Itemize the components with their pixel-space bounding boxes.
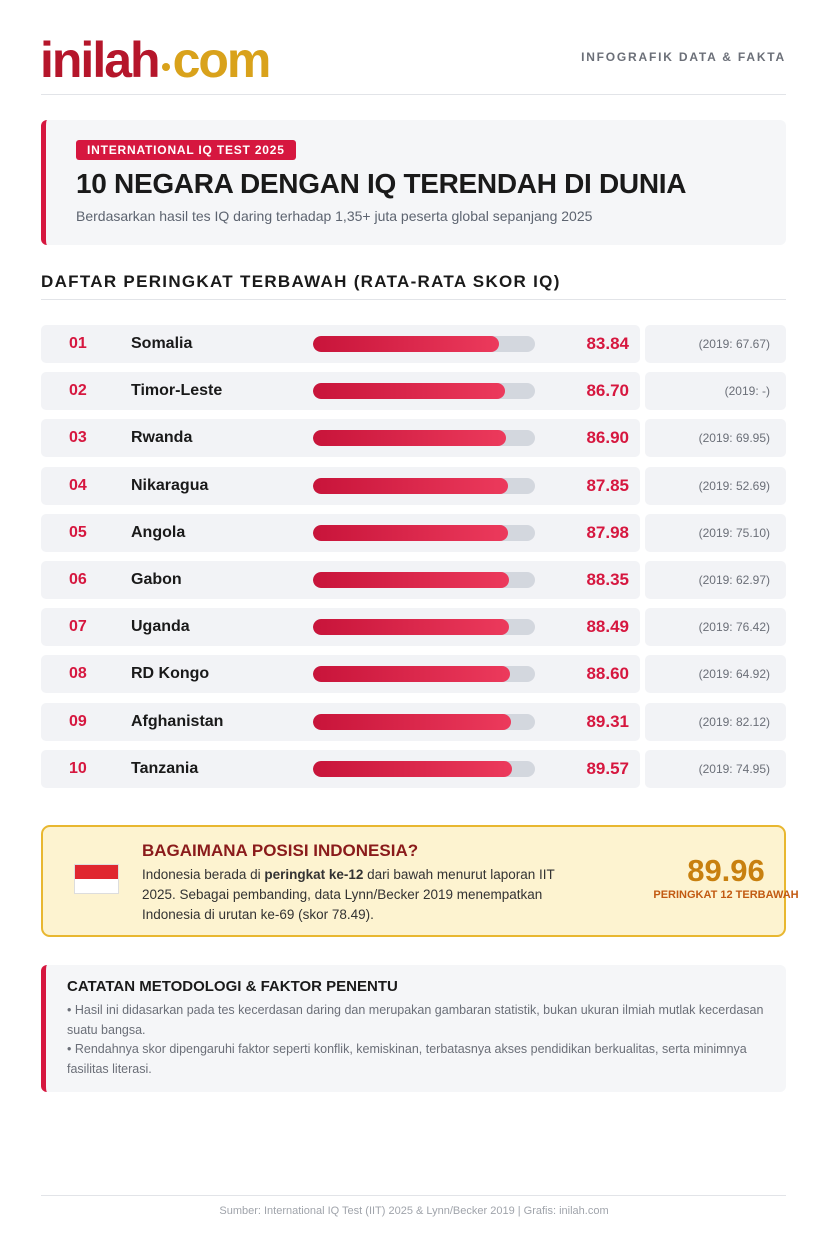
rank-row: 04 Nikaragua 87.85 — [41, 466, 640, 505]
rank: 01 — [69, 335, 87, 352]
score: 87.85 — [586, 475, 629, 495]
bar — [313, 336, 500, 352]
country: Timor-Leste — [131, 382, 223, 400]
rank: 08 — [69, 665, 87, 683]
rank: 04 — [69, 476, 87, 494]
bar — [313, 666, 510, 683]
note-item: Rendahnya skor dipengaruhi faktor sepert… — [67, 1040, 767, 1079]
score-caption: PERINGKAT 12 TERBAWAH — [653, 889, 799, 901]
previous-score: (2019: 62.97) — [645, 561, 786, 599]
header-tag: INFOGRAFIK DATA & FAKTA — [581, 50, 786, 64]
bar-track — [313, 572, 535, 588]
country: Uganda — [131, 618, 190, 636]
bar — [313, 524, 509, 541]
notes-title: CATATAN METODOLOGI & FAKTOR PENENTU — [67, 978, 398, 995]
divider — [41, 299, 786, 300]
score: 88.35 — [586, 570, 629, 589]
bar-track — [313, 713, 535, 730]
bar — [313, 760, 512, 777]
rank: 03 — [69, 429, 87, 447]
previous-score: (2019: 76.42) — [645, 608, 786, 647]
score: 86.90 — [586, 428, 629, 448]
country: Tanzania — [131, 759, 199, 777]
bar — [313, 383, 506, 400]
rank-row: 03 Rwanda 86.90 — [41, 419, 640, 458]
title: 10 NEGARA DENGAN IQ TERENDAH DI DUNIA — [76, 168, 687, 199]
badge: INTERNATIONAL IQ TEST 2025 — [76, 140, 296, 160]
rank: 10 — [69, 759, 87, 777]
rank: 02 — [69, 382, 87, 400]
score: 89.96 — [687, 853, 765, 888]
bar — [313, 713, 512, 730]
bar-track — [313, 619, 535, 636]
rank: 06 — [69, 571, 87, 588]
previous-score: (2019: 67.67) — [645, 325, 786, 363]
score: 86.70 — [586, 381, 629, 401]
country: Gabon — [131, 571, 182, 588]
subtitle: Berdasarkan hasil tes IQ daring terhadap… — [76, 208, 593, 224]
bar — [313, 572, 510, 588]
notes-list: Hasil ini didasarkan pada tes kecerdasan… — [67, 1001, 767, 1079]
bar — [313, 619, 510, 636]
text-bold: peringkat ke-12 — [264, 867, 364, 882]
flag — [74, 864, 119, 894]
previous-score: (2019: 64.92) — [645, 655, 786, 694]
rank: 09 — [69, 712, 87, 730]
divider — [41, 1195, 786, 1196]
box-title: BAGAIMANA POSISI INDONESIA? — [142, 841, 419, 860]
rank-row: 09 Afghanistan 89.31 — [41, 702, 640, 741]
country: Angola — [131, 523, 186, 541]
rank-row: 08 RD Kongo 88.60 — [41, 655, 640, 694]
rank-row: 06 Gabon 88.35 — [41, 561, 640, 599]
bar-track — [313, 477, 535, 494]
country: Nikaragua — [131, 476, 209, 494]
rank-row: 05 Angola 87.98 — [41, 513, 640, 552]
rank-row: 10 Tanzania 89.57 — [41, 749, 640, 788]
country: Somalia — [131, 335, 193, 352]
bar-track — [313, 760, 535, 777]
bar-track — [313, 524, 535, 541]
previous-score: (2019: -) — [645, 372, 786, 411]
box-text: Indonesia berada di peringkat ke-12 dari… — [142, 865, 587, 925]
previous-score: (2019: 52.69) — [645, 466, 786, 505]
text: dari bawah menurut laporan IIT 2025. Seb… — [142, 867, 555, 922]
previous-score: (2019: 75.10) — [645, 513, 786, 552]
rank: 05 — [69, 523, 87, 541]
score: 89.31 — [586, 711, 629, 731]
text: Indonesia berada di — [142, 867, 265, 882]
rank: 07 — [69, 618, 87, 636]
bar — [313, 430, 506, 447]
indonesia-box: BAGAIMANA POSISI INDONESIA? Indonesia be… — [41, 825, 799, 937]
country: RD Kongo — [131, 665, 210, 683]
score: 87.98 — [586, 522, 629, 542]
previous-score: (2019: 69.95) — [645, 419, 786, 458]
bar-track — [313, 383, 535, 400]
bar-track — [313, 430, 535, 447]
previous-score: (2019: 74.95) — [645, 749, 786, 788]
bar — [313, 477, 509, 494]
logo: inilah com — [40, 32, 272, 88]
rank-row: 01 Somalia 83.84 — [41, 325, 640, 363]
previous-score: (2019: 82.12) — [645, 702, 786, 741]
country: Afghanistan — [131, 712, 224, 730]
footer: Sumber: International IQ Test (IIT) 2025… — [219, 1205, 609, 1217]
bar-track — [313, 666, 535, 683]
bar-track — [313, 336, 535, 352]
logo-part: com — [172, 32, 272, 88]
logo-part: inilah — [40, 32, 161, 88]
score: 83.84 — [586, 334, 629, 353]
section-title: DAFTAR PERINGKAT TERBAWAH (RATA-RATA SKO… — [41, 272, 561, 291]
divider — [41, 94, 786, 95]
score: 89.57 — [586, 758, 629, 778]
score: 88.60 — [586, 664, 629, 684]
score: 88.49 — [586, 617, 629, 637]
note-item: Hasil ini didasarkan pada tes kecerdasan… — [67, 1001, 767, 1040]
rank-row: 02 Timor-Leste 86.70 — [41, 372, 640, 411]
rank-row: 07 Uganda 88.49 — [41, 608, 640, 647]
country: Rwanda — [131, 429, 193, 447]
